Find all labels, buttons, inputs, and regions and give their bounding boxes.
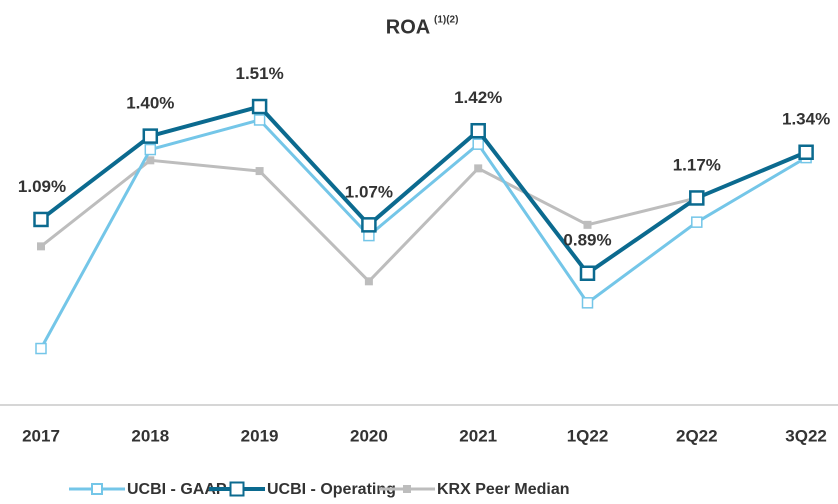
data-label: 1.42%: [454, 88, 502, 107]
x-tick-label: 2019: [241, 426, 279, 445]
data-label: 1.07%: [345, 182, 393, 201]
series-line: [39, 118, 807, 350]
legend-label: UCBI - Operating: [267, 481, 396, 498]
point-marker: [35, 342, 47, 355]
point-marker: [251, 98, 268, 115]
point-marker: [255, 167, 264, 176]
x-tick-label: 2018: [131, 426, 169, 445]
x-tick-label: 2021: [459, 426, 497, 445]
point-marker: [361, 217, 377, 233]
point-marker: [146, 156, 155, 165]
point-marker: [470, 122, 486, 139]
data-label: 1.34%: [782, 110, 830, 129]
legend-marker: [403, 485, 411, 493]
chart-title: ROA: [386, 16, 430, 38]
data-label: 1.40%: [126, 94, 174, 113]
x-tick-label: 2017: [22, 426, 60, 445]
x-tick-label: 1Q22: [567, 426, 609, 445]
point-marker: [798, 144, 814, 160]
point-marker: [253, 114, 266, 126]
x-tick-label: 3Q22: [785, 426, 827, 445]
point-marker: [474, 164, 483, 173]
legend-marker: [91, 483, 103, 495]
point-marker: [472, 138, 484, 150]
data-label: 1.09%: [18, 177, 66, 196]
legend-label: KRX Peer Median: [437, 481, 569, 498]
point-marker: [581, 297, 594, 309]
title-note: (1)(2): [434, 15, 458, 26]
point-marker: [691, 216, 703, 228]
x-tick-label: 2Q22: [676, 426, 718, 445]
point-marker: [364, 277, 373, 286]
x-tick-label: 2020: [350, 426, 388, 445]
data-label: 1.51%: [235, 64, 283, 83]
point-marker: [583, 220, 592, 229]
point-marker: [689, 190, 705, 206]
point-marker: [579, 265, 596, 281]
point-marker: [144, 143, 157, 156]
point-marker: [142, 128, 159, 144]
series-line: [39, 104, 807, 276]
point-marker: [37, 242, 45, 251]
legend-marker: [229, 481, 245, 497]
point-marker: [33, 211, 49, 228]
data-label: 0.89%: [563, 231, 611, 250]
legend-label: UCBI - GAAP: [127, 481, 227, 498]
data-label: 1.17%: [673, 155, 721, 174]
